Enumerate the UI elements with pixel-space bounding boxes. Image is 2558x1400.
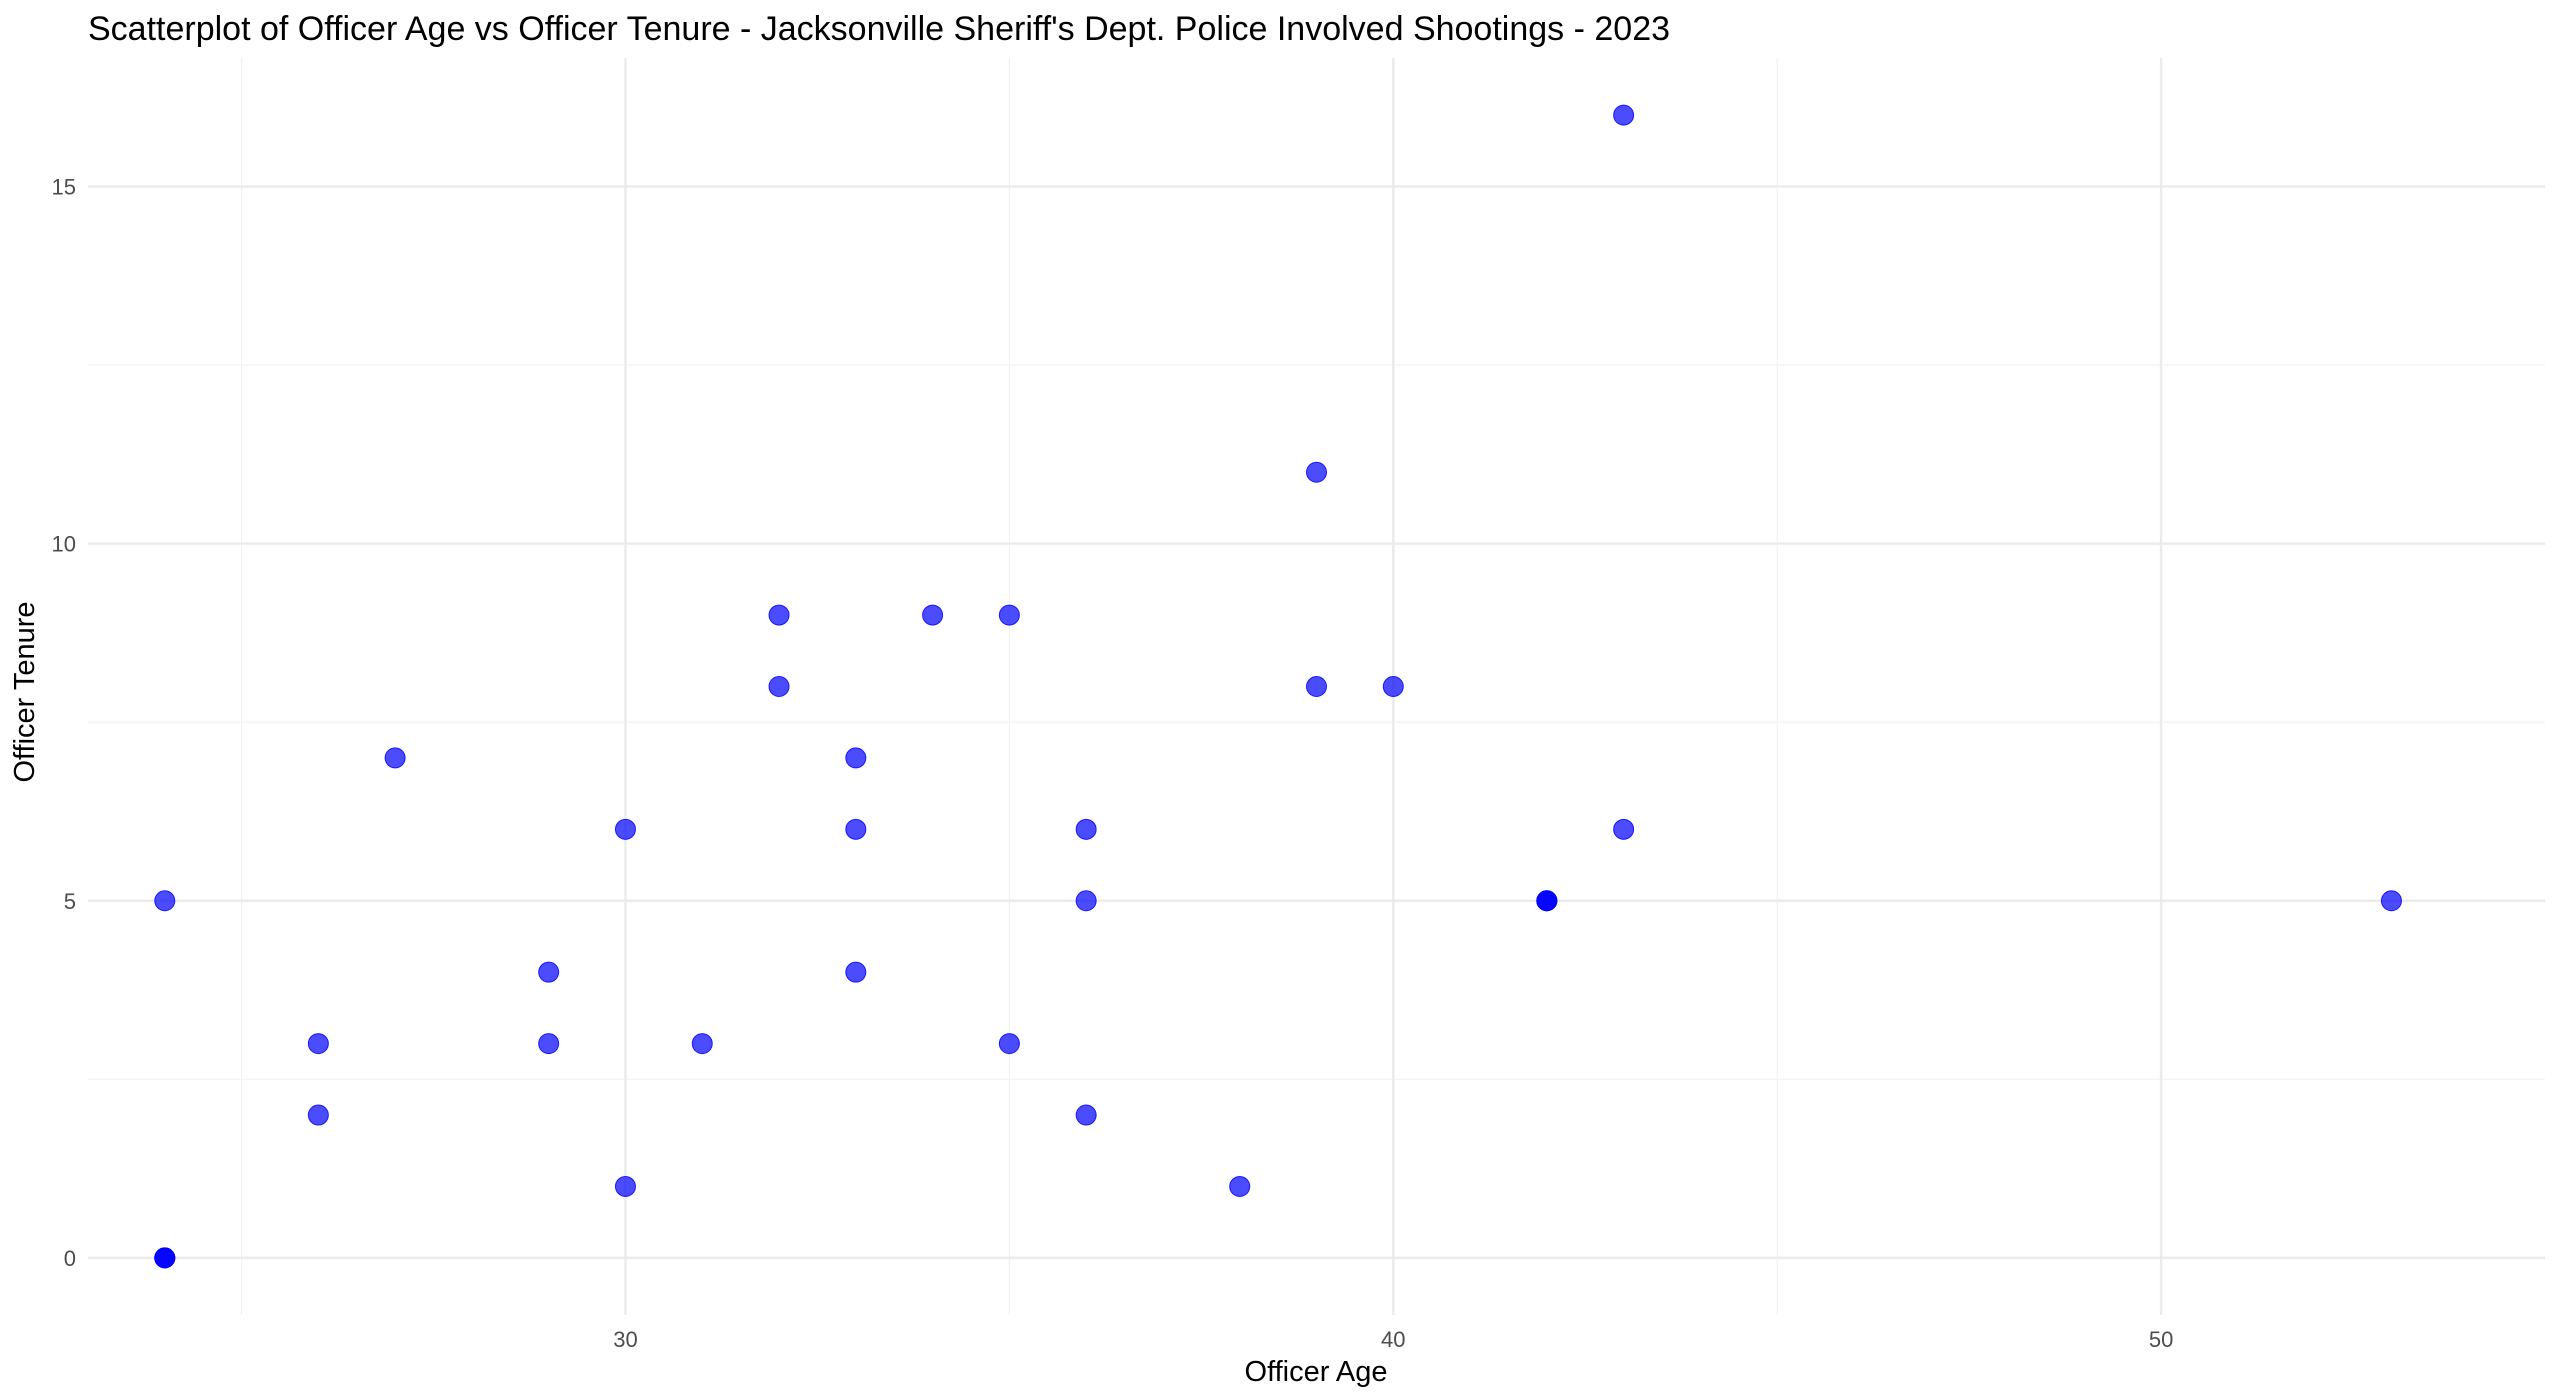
- scatter-point: [614, 1175, 636, 1197]
- x-tick-label: 40: [1381, 1327, 1405, 1352]
- scatter-point: [1613, 818, 1635, 840]
- scatter-point: [1075, 890, 1097, 912]
- scatter-point: [922, 604, 944, 626]
- minor-gridlines: [88, 58, 2545, 1315]
- scatter-point: [154, 890, 176, 912]
- scatter-point: [1229, 1175, 1251, 1197]
- x-axis-title: Officer Age: [1245, 1356, 1388, 1388]
- y-axis-title: Officer Tenure: [9, 601, 41, 782]
- major-gridlines: [88, 58, 2545, 1315]
- x-tick-label: 50: [2149, 1327, 2173, 1352]
- x-tick-label: 30: [613, 1327, 637, 1352]
- y-tick-label: 15: [52, 175, 76, 200]
- scatter-point: [845, 747, 867, 769]
- y-tick-label: 5: [64, 889, 76, 914]
- scatter-point: [154, 1247, 176, 1269]
- scatter-point: [845, 818, 867, 840]
- scatter-point: [1075, 818, 1097, 840]
- scatter-point: [538, 961, 560, 983]
- scatter-point: [538, 1033, 560, 1055]
- scatter-point: [1613, 104, 1635, 126]
- scatter-point: [614, 818, 636, 840]
- chart-title: Scatterplot of Officer Age vs Officer Te…: [88, 10, 1670, 48]
- scatter-point: [845, 961, 867, 983]
- scatter-point: [1306, 676, 1327, 697]
- scatter-point: [998, 604, 1020, 626]
- scatter-point: [768, 604, 790, 626]
- y-tick-label: 0: [64, 1246, 76, 1271]
- scatter-point: [1536, 890, 1558, 912]
- y-axis-ticks: 0 5 10 15: [52, 175, 76, 1271]
- scatter-point: [998, 1033, 1020, 1055]
- scatter-point: [384, 747, 406, 769]
- data-points: [154, 104, 2402, 1269]
- scatter-point: [691, 1033, 713, 1055]
- x-axis-ticks: 30 40 50: [613, 1327, 2173, 1352]
- scatter-point: [2380, 890, 2402, 912]
- scatter-point: [1382, 676, 1404, 697]
- scatter-point: [1075, 1104, 1097, 1126]
- scatter-point: [1306, 461, 1327, 483]
- y-tick-label: 10: [52, 532, 76, 557]
- scatter-point: [768, 676, 790, 697]
- scatter-point: [307, 1104, 329, 1126]
- scatter-point: [307, 1033, 329, 1055]
